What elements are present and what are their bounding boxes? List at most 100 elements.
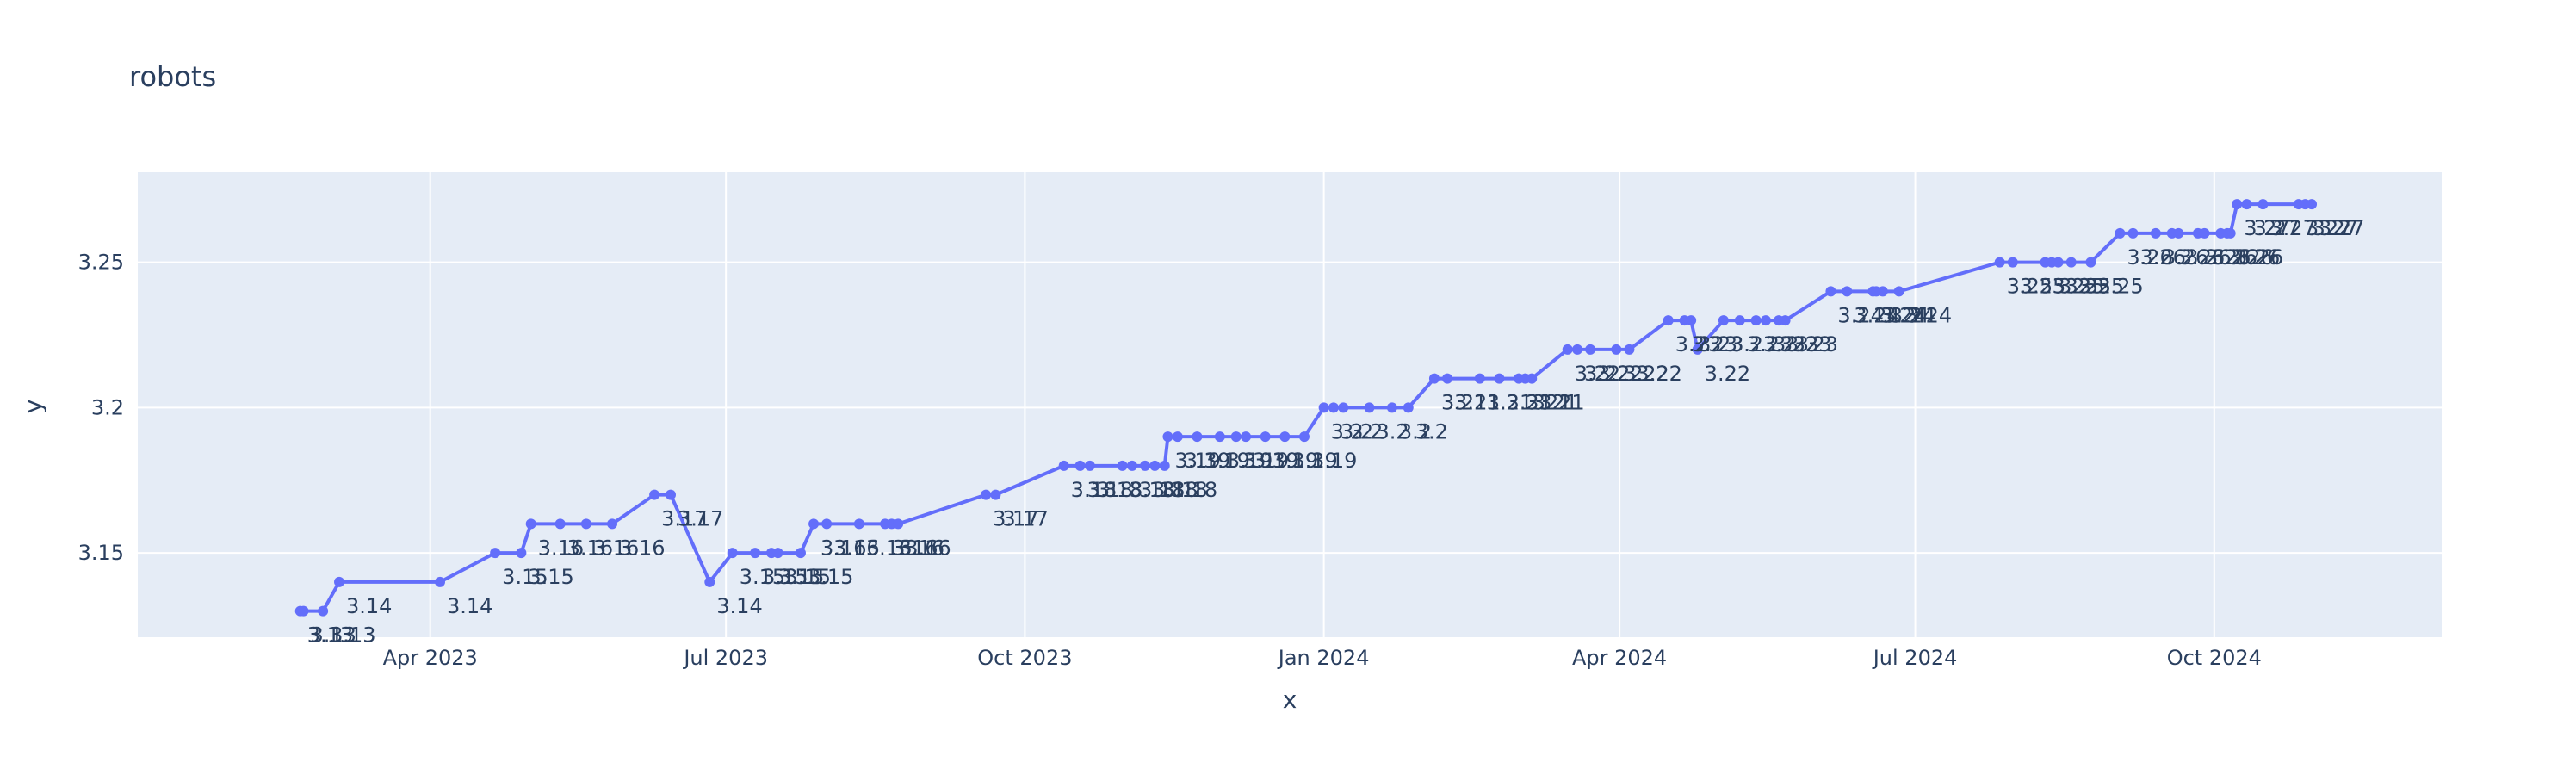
data-label: 3.16	[905, 536, 951, 560]
data-label: 3.24	[1906, 303, 1952, 327]
y-tick-label: 3.25	[78, 251, 124, 275]
x-tick-label: Apr 2024	[1572, 646, 1667, 670]
data-point	[1149, 460, 1161, 471]
data-point	[795, 548, 806, 559]
data-label: 3.15	[762, 565, 808, 589]
data-label: 3.23	[1731, 332, 1776, 356]
data-label: 3.25	[2078, 275, 2124, 299]
data-point	[1572, 344, 1583, 355]
data-point	[1338, 402, 1349, 413]
data-point	[1692, 344, 1703, 355]
x-axis-ticks: Apr 2023 Jul 2023 Oct 2023 Jan 2024 Apr 2024…	[383, 646, 2262, 670]
data-label: 3.19	[1243, 449, 1289, 473]
data-label: 3.18	[1172, 478, 1217, 502]
data-point	[525, 518, 536, 530]
data-label: 3.18	[1071, 478, 1117, 502]
data-label: 3.21	[1506, 391, 1551, 415]
data-point	[1084, 460, 1095, 471]
data-label: 3.18	[1097, 478, 1142, 502]
data-label: 3.22	[1623, 362, 1669, 386]
data-label: 3.23	[1793, 332, 1838, 356]
chart-title: robots	[129, 60, 216, 93]
data-point	[2225, 227, 2236, 239]
data-label: 3.19	[1253, 449, 1298, 473]
data-point	[1718, 315, 1729, 326]
data-point	[750, 548, 761, 559]
data-point	[1750, 315, 1762, 326]
data-label: 3.14	[716, 594, 762, 618]
x-tick-label: Oct 2024	[2167, 646, 2262, 670]
data-point	[490, 548, 501, 559]
data-label: 3.18	[1139, 478, 1185, 502]
data-label: 3.19	[1227, 449, 1273, 473]
data-label: 3.26	[2234, 245, 2280, 270]
data-label: 3.22	[1575, 362, 1620, 386]
data-label: 3.15	[528, 565, 573, 589]
data-label: 3.18	[1087, 478, 1133, 502]
data-point	[1230, 431, 1242, 443]
data-point	[1074, 460, 1086, 471]
data-label: 3.21	[1539, 391, 1584, 415]
data-point	[1058, 460, 1069, 471]
data-label: 3.25	[2059, 275, 2104, 299]
data-point	[1611, 344, 1622, 355]
data-label: 3.17	[678, 507, 723, 531]
data-point	[1663, 315, 1674, 326]
data-label: 3.2	[1331, 419, 1364, 443]
data-label: 3.2	[1399, 419, 1432, 443]
data-point	[318, 605, 329, 617]
data-point	[1624, 344, 1635, 355]
data-point	[1241, 431, 1252, 443]
x-tick-label: Apr 2023	[383, 646, 478, 670]
data-point	[2241, 199, 2252, 210]
data-point	[893, 518, 904, 530]
data-label: 3.26	[2227, 245, 2273, 270]
data-point	[1298, 431, 1310, 443]
data-point	[1117, 460, 1128, 471]
data-point	[1403, 402, 1414, 413]
data-label: 3.27	[2306, 216, 2351, 240]
data-point	[2307, 199, 2318, 210]
data-point	[704, 576, 715, 587]
data-point	[1260, 431, 1271, 443]
data-point	[1279, 431, 1291, 443]
data-point	[1734, 315, 1745, 326]
data-label: 3.19	[1174, 449, 1220, 473]
data-label: 3.14	[447, 594, 492, 618]
data-point	[2257, 199, 2269, 210]
data-label: 3.15	[502, 565, 548, 589]
data-label: 3.2	[1376, 419, 1409, 443]
data-point	[2150, 227, 2161, 239]
data-label: 3.26	[2185, 245, 2231, 270]
data-point	[1428, 373, 1440, 384]
data-label: 3.27	[2312, 216, 2357, 240]
data-point	[1825, 286, 1836, 297]
data-label: 3.19	[1273, 449, 1318, 473]
data-label: 3.23	[1692, 332, 1737, 356]
x-tick-label: Jan 2024	[1277, 646, 1370, 670]
data-label: 3.23	[1773, 332, 1818, 356]
data-point	[1562, 344, 1573, 355]
data-label: 3.13	[330, 623, 375, 648]
data-label: 3.13	[307, 623, 353, 648]
data-point	[2065, 257, 2077, 268]
data-point	[853, 518, 864, 530]
x-tick-label: Jul 2024	[1872, 646, 1958, 670]
data-point	[2232, 199, 2243, 210]
data-label: 3.27	[2269, 216, 2315, 240]
data-point	[1526, 373, 1538, 384]
data-point	[607, 518, 618, 530]
data-point	[1474, 373, 1485, 384]
data-point	[580, 518, 591, 530]
data-label: 3.17	[1002, 507, 1048, 531]
plot-area	[138, 172, 2442, 637]
data-label: 3.2	[1341, 419, 1373, 443]
data-label: 3.19	[1291, 449, 1337, 473]
data-label: 3.16	[567, 536, 613, 560]
data-label: 3.22	[1705, 362, 1750, 386]
data-point	[1842, 286, 1853, 297]
data-point	[821, 518, 833, 530]
data-point	[1318, 402, 1329, 413]
data-point	[1442, 373, 1453, 384]
